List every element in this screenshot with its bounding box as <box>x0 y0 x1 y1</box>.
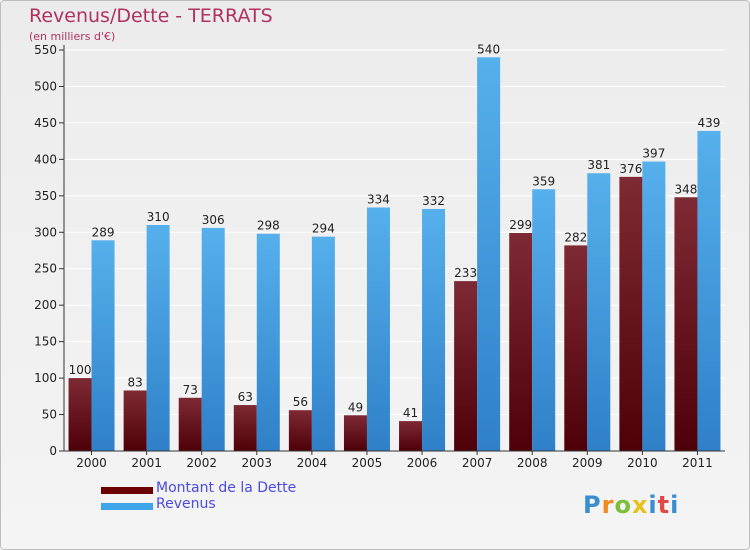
x-tick-label: 2010 <box>627 456 658 470</box>
y-tick-label: 500 <box>34 79 57 93</box>
data-label: 63 <box>238 390 253 404</box>
legend-label-revenus: Revenus <box>156 496 216 512</box>
bar-revenus <box>587 173 611 451</box>
y-tick-label: 200 <box>34 298 57 312</box>
bar-dette <box>619 176 643 451</box>
bar-dette <box>123 390 147 451</box>
bar-dette <box>343 415 367 451</box>
bar-revenus <box>146 224 170 451</box>
data-label: 41 <box>403 406 418 420</box>
data-label: 397 <box>642 147 665 161</box>
bar-revenus <box>697 130 721 452</box>
bar-revenus <box>642 161 666 451</box>
data-label: 306 <box>202 213 225 227</box>
data-label: 83 <box>127 375 142 389</box>
data-label: 376 <box>619 162 642 176</box>
x-tick-label: 2011 <box>682 456 713 470</box>
data-label: 439 <box>698 116 721 130</box>
y-tick-label: 300 <box>34 225 57 239</box>
chart-title: Revenus/Dette - TERRATS <box>29 5 273 27</box>
logo-letter: P <box>583 491 602 519</box>
data-label: 540 <box>477 42 500 56</box>
y-tick-label: 450 <box>34 116 57 130</box>
data-label: 233 <box>454 266 477 280</box>
y-tick-label: 350 <box>34 189 57 203</box>
x-tick-label: 2006 <box>407 456 438 470</box>
bar-revenus <box>532 189 556 452</box>
legend-swatch-revenus <box>101 503 153 510</box>
logo-letter: r <box>601 491 615 519</box>
data-label: 299 <box>509 218 532 232</box>
bar-dette <box>68 378 92 451</box>
x-tick-label: 2001 <box>131 456 162 470</box>
legend-swatch-dette <box>101 487 153 494</box>
x-tick-label: 2009 <box>572 456 603 470</box>
x-tick-label: 2000 <box>76 456 107 470</box>
data-label: 282 <box>564 230 587 244</box>
bar-dette <box>454 281 478 451</box>
data-label: 294 <box>312 222 335 236</box>
y-tick-label: 150 <box>34 335 57 349</box>
y-tick-label: 50 <box>42 408 57 422</box>
bar-revenus <box>477 57 501 452</box>
x-tick-label: 2003 <box>242 456 273 470</box>
data-label: 381 <box>587 158 610 172</box>
bar-dette <box>288 410 312 451</box>
bar-dette <box>564 245 588 451</box>
data-label: 298 <box>257 219 280 233</box>
bar-revenus <box>201 227 225 451</box>
proxiti-logo: Proxiti <box>583 491 679 519</box>
y-tick-label: 100 <box>34 371 57 385</box>
x-tick-label: 2002 <box>186 456 217 470</box>
bar-revenus <box>256 233 280 451</box>
data-label: 100 <box>69 363 92 377</box>
legend-label-dette: Montant de la Dette <box>156 480 297 496</box>
y-tick-label: 250 <box>34 262 57 276</box>
bar-dette <box>674 197 698 451</box>
data-label: 359 <box>532 174 555 188</box>
data-label: 348 <box>675 182 698 196</box>
data-label: 289 <box>92 225 115 239</box>
y-tick-label: 550 <box>34 43 57 57</box>
chart-subtitle: (en milliers d'€) <box>29 30 116 43</box>
logo-letter: i <box>670 491 680 519</box>
x-tick-label: 2008 <box>517 456 548 470</box>
bar-revenus <box>422 208 446 451</box>
x-tick-label: 2004 <box>297 456 328 470</box>
data-label: 310 <box>147 210 170 224</box>
bar-revenus <box>91 240 115 451</box>
bar-dette <box>399 421 423 451</box>
x-tick-label: 2005 <box>352 456 383 470</box>
data-label: 56 <box>293 395 308 409</box>
y-tick-label: 400 <box>34 152 57 166</box>
bar-dette <box>233 405 257 451</box>
x-tick-label: 2007 <box>462 456 493 470</box>
logo-letter: i <box>648 491 658 519</box>
data-label: 49 <box>348 400 363 414</box>
bar-revenus <box>366 207 390 451</box>
bar-revenus <box>311 236 335 451</box>
bar-dette <box>509 233 533 451</box>
logo-letter: x <box>631 491 649 519</box>
logo-letter: o <box>614 491 632 519</box>
data-label: 332 <box>422 194 445 208</box>
bar-dette <box>178 397 202 451</box>
data-label: 73 <box>183 383 198 397</box>
logo-letter: t <box>657 491 671 519</box>
data-label: 334 <box>367 192 390 206</box>
y-tick-label: 0 <box>49 444 57 458</box>
